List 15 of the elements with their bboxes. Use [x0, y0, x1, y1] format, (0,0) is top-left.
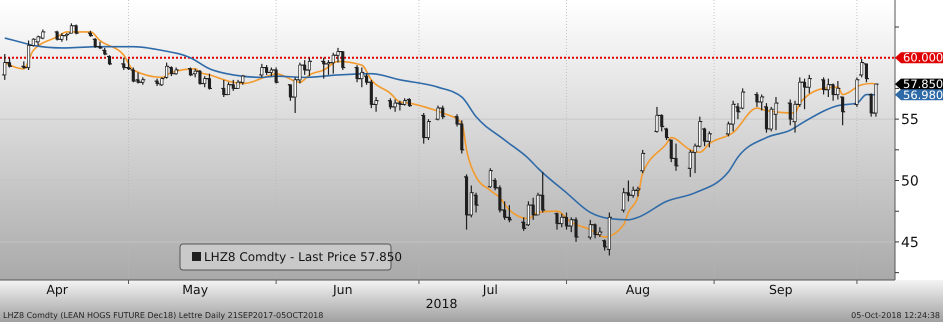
candlestick: [664, 127, 668, 141]
x-tick-label: Apr: [46, 282, 69, 297]
x-tick-label: May: [182, 282, 209, 297]
y-tick-label: 50: [901, 174, 919, 190]
x-tick-label: Jun: [332, 282, 353, 297]
x-tick-label: Jul: [482, 282, 498, 297]
candlestick: [108, 54, 112, 66]
x-axis-title: 2018: [426, 296, 458, 311]
text: LHZ8 Comdty (LEAN HOGS FUTURE Dec18) Lettre Daily 21SEP2017-05OCT2018: [3, 311, 324, 320]
x-tick-label: Sep: [768, 282, 793, 297]
x-tick-label: Aug: [626, 282, 650, 297]
y-tick-label: 55: [901, 112, 919, 128]
text: 05-Oct-2018 12:24:38: [851, 311, 940, 320]
ref-line-label: 60.000: [903, 50, 943, 65]
y-tick-label: 45: [901, 234, 919, 251]
